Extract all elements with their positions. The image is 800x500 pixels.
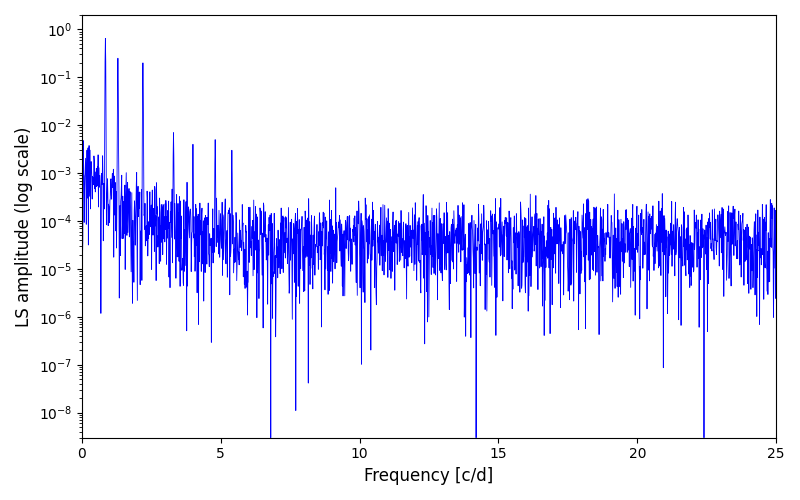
X-axis label: Frequency [c/d]: Frequency [c/d]	[364, 467, 494, 485]
Y-axis label: LS amplitude (log scale): LS amplitude (log scale)	[15, 126, 33, 326]
